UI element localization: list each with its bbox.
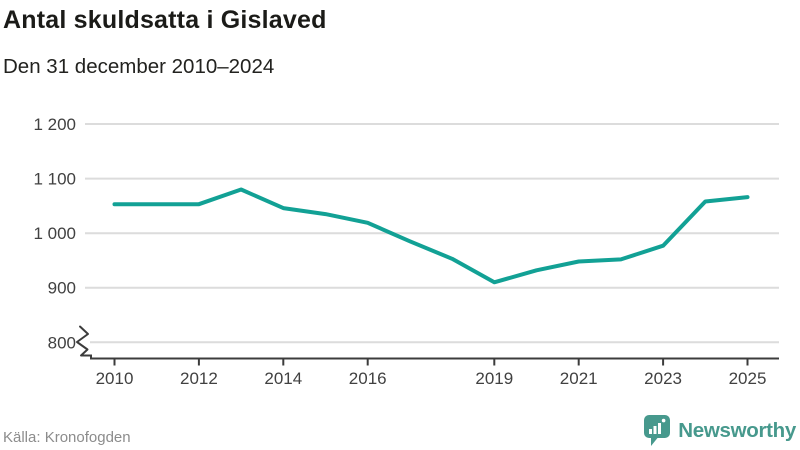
logo-exclamation-dot xyxy=(662,418,666,423)
chart-subtitle: Den 31 december 2010–2024 xyxy=(3,55,275,78)
y-axis-label-1000: 1 000 xyxy=(33,224,76,243)
x-axis-line xyxy=(81,354,779,360)
x-axis-label-2016: 2016 xyxy=(349,369,387,388)
x-axis-ticks xyxy=(113,358,749,366)
logo-bubble-shape xyxy=(644,415,671,446)
y-axis-tick-labels: 1 200 1 100 1 000 900 800 xyxy=(33,115,76,352)
logo-bar-medium xyxy=(653,426,657,434)
data-line xyxy=(112,187,750,285)
chart-title: Antal skuldsatta i Gislaved xyxy=(3,6,327,34)
x-axis xyxy=(76,325,779,360)
newsworthy-logo-icon xyxy=(644,415,671,446)
x-axis-label-2025: 2025 xyxy=(729,369,767,388)
newsworthy-logo[interactable]: Newsworthy xyxy=(643,413,796,448)
y-axis-label-900: 900 xyxy=(48,279,76,298)
data-series xyxy=(112,187,750,285)
y-axis-label-800: 800 xyxy=(48,333,76,352)
x-axis-label-2010: 2010 xyxy=(96,369,134,388)
y-axis-break-icon xyxy=(76,325,89,357)
source-note: Källa: Kronofogden xyxy=(3,429,131,446)
newsworthy-wordmark: Newsworthy xyxy=(678,418,796,442)
x-axis-label-2021: 2021 xyxy=(560,369,598,388)
y-axis-label-1200: 1 200 xyxy=(33,115,76,134)
logo-bar-small xyxy=(649,429,653,434)
y-gridlines xyxy=(85,123,779,344)
x-axis-label-2019: 2019 xyxy=(475,369,513,388)
logo-bar-tall xyxy=(658,423,662,434)
y-axis-label-1100: 1 100 xyxy=(33,170,76,189)
x-axis-label-2012: 2012 xyxy=(180,369,218,388)
x-axis-tick-labels: 2010 2012 2014 2016 2019 2021 2023 2025 xyxy=(96,369,767,388)
x-axis-label-2014: 2014 xyxy=(264,369,302,388)
x-axis-label-2023: 2023 xyxy=(644,369,682,388)
